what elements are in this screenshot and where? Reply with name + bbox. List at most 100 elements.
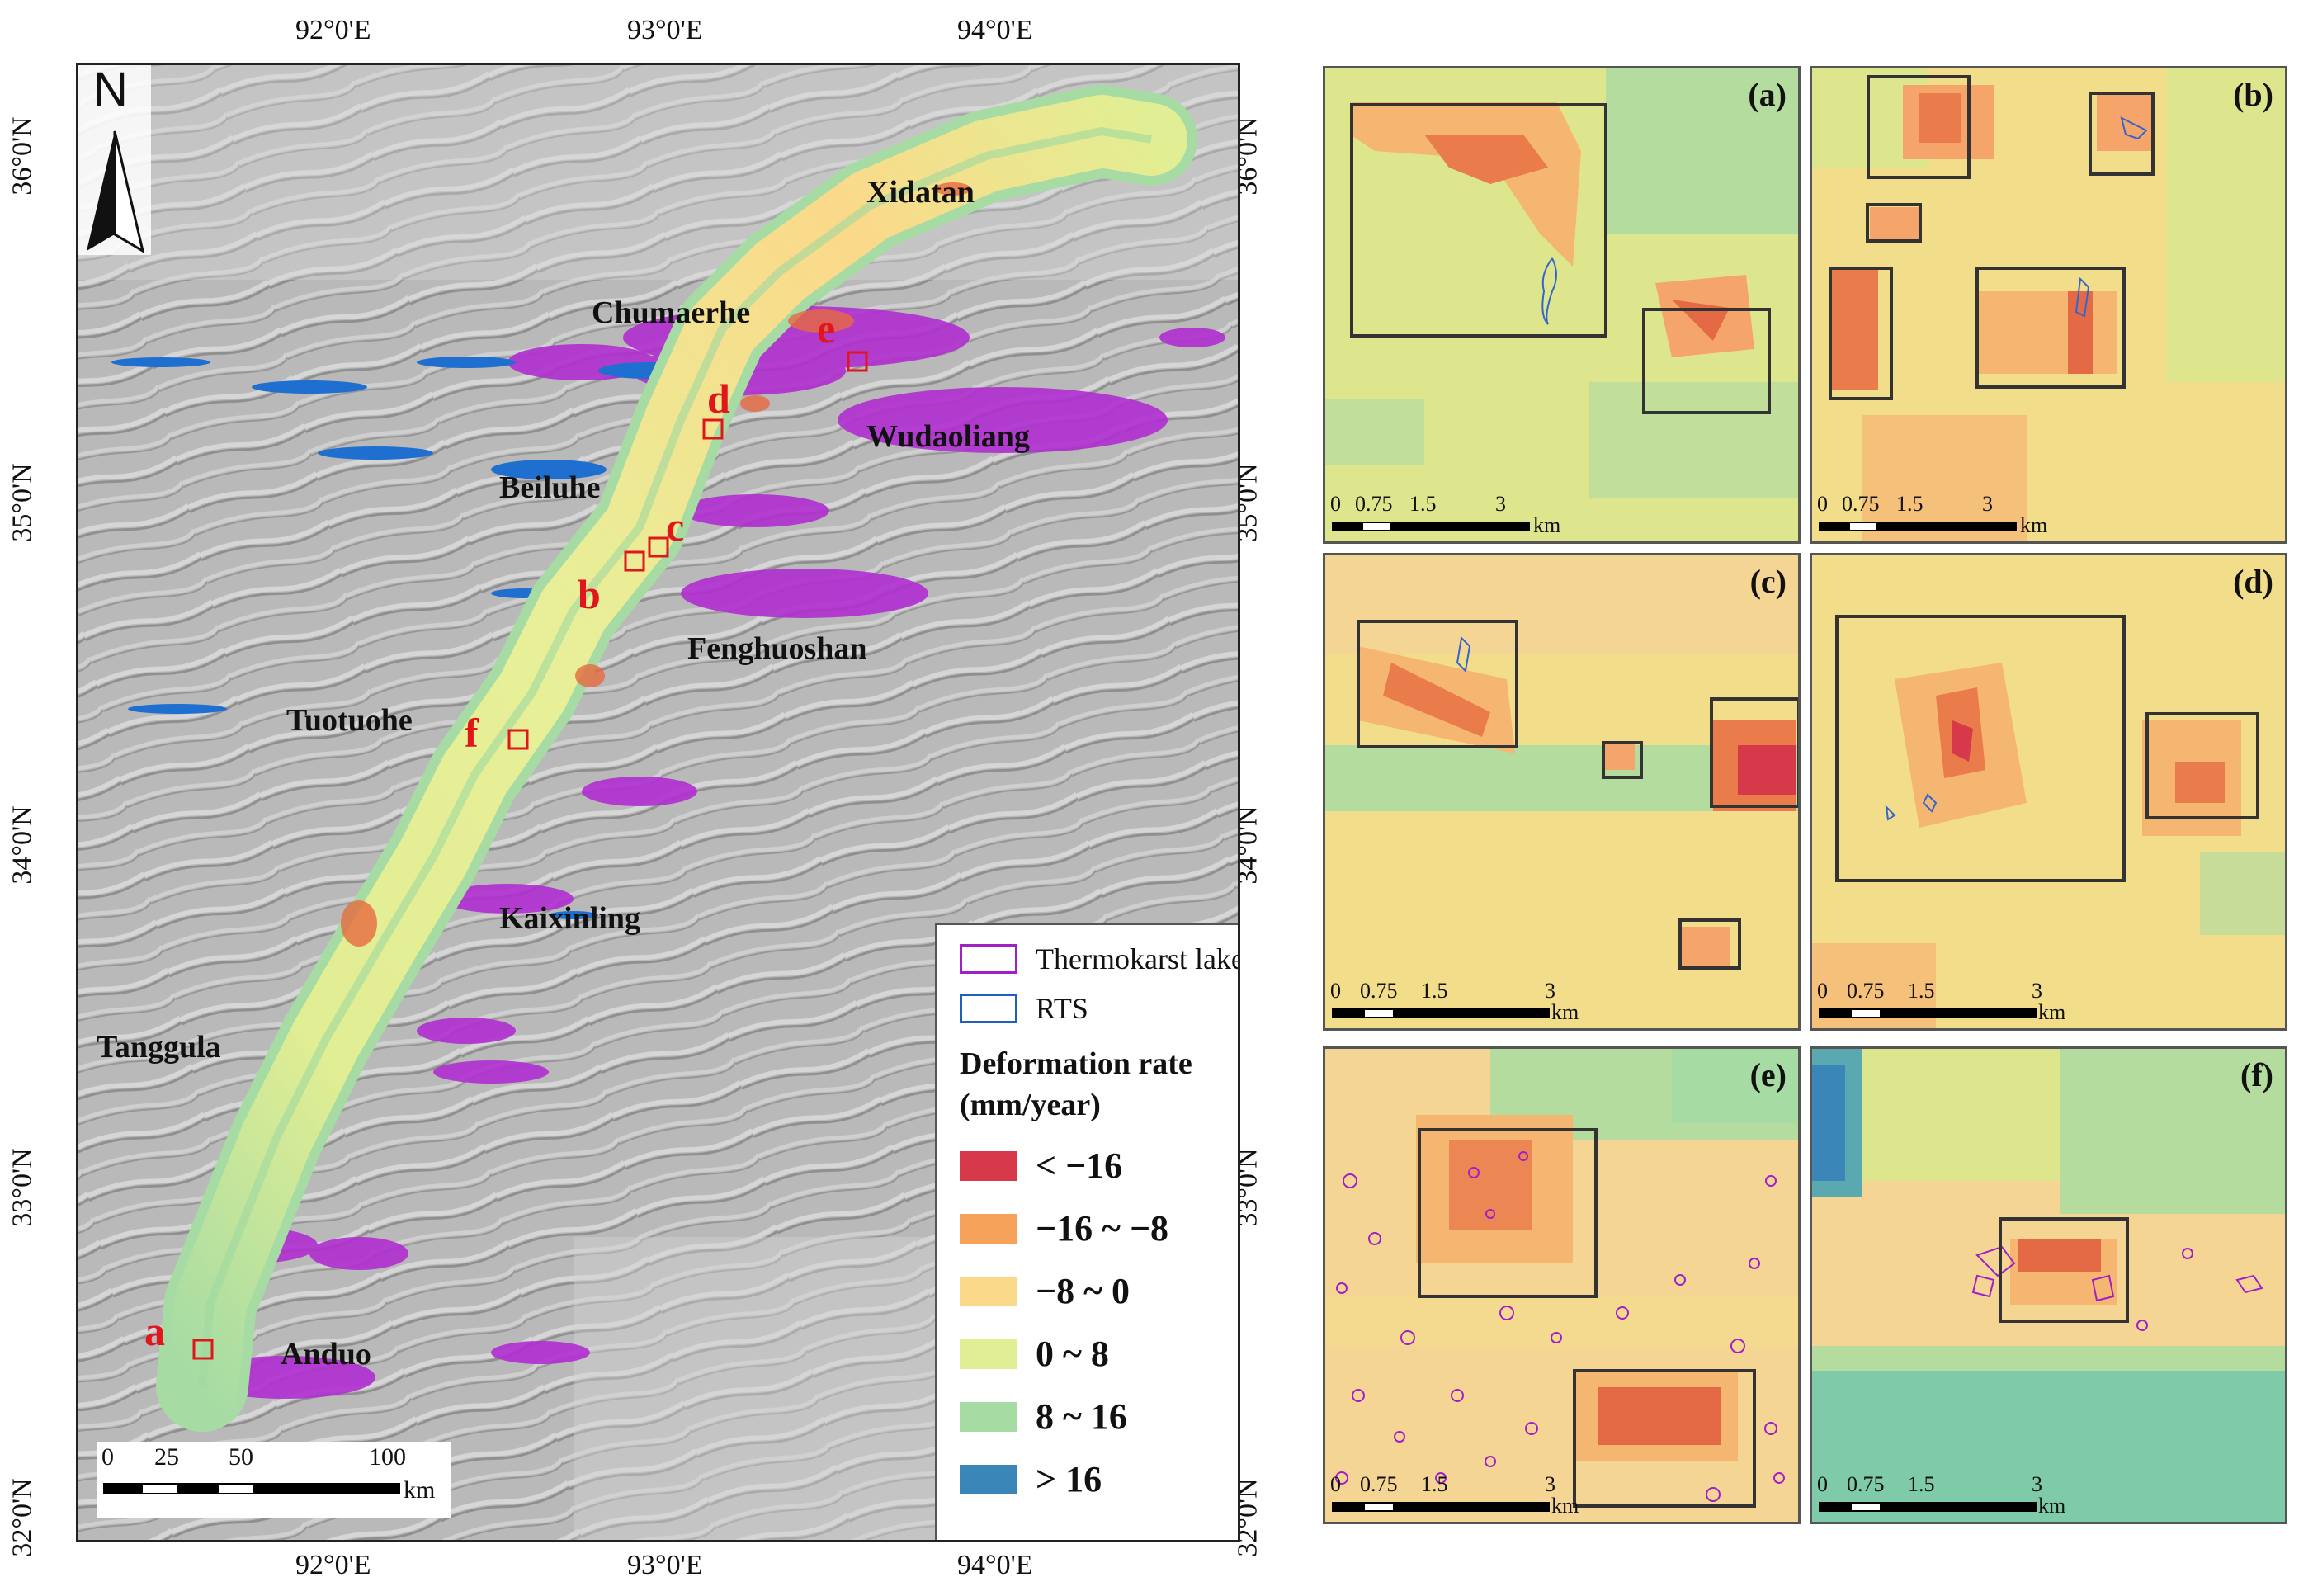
panel-f-tick-1: 0.75 [1847,1472,1885,1496]
panel-c-tick-0: 0 [1330,979,1341,1003]
panel-f-seg-1 [1819,1502,1850,1512]
lon-tick-bottom-92: 92°0'E [295,1550,371,1580]
scale-seg-5 [255,1483,400,1494]
panel-d-canvas [1812,555,2285,1028]
legend-class-2: −8 ~ 0 [960,1270,1130,1312]
legend-class-5: > 16 [960,1458,1102,1500]
panel-f-lakes [1971,1245,2263,1331]
panel-f-unit: km [2038,1494,2066,1518]
site-marker-e[interactable] [847,351,868,372]
panel-a-canvas [1325,68,1798,541]
panel-c: (c) 0 0.75 1.5 3 km [1323,553,1801,1031]
panel-a-seg-3 [1391,522,1421,531]
site-marker-c[interactable] [648,536,669,558]
panel-f-tick-2: 1.5 [1908,1472,1935,1496]
site-marker-f[interactable] [507,729,529,750]
scale-tick-100: 100 [369,1443,406,1471]
panel-e-seg-2 [1363,1502,1395,1512]
class-swatch-5 [960,1464,1017,1494]
scale-seg-2 [141,1483,179,1494]
panel-c-canvas [1325,555,1798,1028]
site-marker-d[interactable] [702,418,724,440]
panel-f-seg-4 [1913,1502,2037,1512]
legend-rts: RTS [960,991,1088,1026]
panel-label-a: (a) [1748,76,1787,113]
place-tanggula: Tanggula [97,1030,221,1065]
panel-c-seg-3 [1395,1008,1426,1018]
panel-c-seg-4 [1426,1008,1550,1018]
panel-d-scalebar: 0 0.75 1.5 3 km [1817,979,2065,1025]
panel-d-seg-4 [1913,1008,2037,1018]
class-label-1: −16 ~ −8 [1036,1208,1169,1249]
panel-e-scalebar: 0 0.75 1.5 3 km [1330,1472,1579,1518]
panel-a-tick-2: 1.5 [1409,492,1437,516]
panel-e-tick-1: 0.75 [1360,1472,1398,1496]
site-marker-a[interactable] [192,1339,214,1360]
panel-f-tick-0: 0 [1817,1472,1828,1496]
lon-tick-top-94: 94°0'E [957,15,1033,45]
panel-c-tick-1: 0.75 [1360,979,1398,1003]
panel-d-tick-2: 1.5 [1908,979,1935,1003]
panel-label-f: (f) [2240,1056,2273,1093]
lon-tick-top-93: 93°0'E [627,15,703,45]
scale-tick-50: 50 [229,1443,253,1471]
site-letter-d: d [707,375,730,422]
panel-label-c: (c) [1749,563,1787,600]
panel-d-tick-0: 0 [1817,979,1828,1003]
north-label: N [93,63,128,116]
panel-b-tick-0: 0 [1817,492,1828,516]
site-letter-e: e [817,305,836,352]
place-tuotuohe: Tuotuohe [286,703,413,738]
panel-c-seg-2 [1363,1008,1395,1018]
lon-tick-top-92: 92°0'E [295,15,371,45]
subsidence-hotspots [341,182,971,947]
legend-title-2: (mm/year) [960,1088,1101,1122]
site-letter-b: b [578,571,601,617]
scale-unit: km [404,1476,436,1504]
panel-d-seg-2 [1850,1008,1881,1018]
panel-c-seg-1 [1332,1008,1363,1018]
site-letter-c: c [666,503,685,550]
panel-b: (b) 0 0.75 1.5 3 km [1810,66,2287,544]
place-wudaoliang: Wudaoliang [866,419,1030,454]
class-swatch-2 [960,1276,1017,1306]
north-arrow-icon [78,65,151,255]
panel-a-seg-1 [1332,522,1362,531]
class-swatch-1 [960,1213,1017,1244]
site-letter-a: a [144,1308,165,1354]
lon-tick-bottom-93: 93°0'E [627,1550,703,1580]
panel-b-seg-2 [1848,522,1878,531]
panel-e-canvas [1325,1049,1798,1522]
legend-thermokarst: Thermokarst lake [960,942,1238,976]
panel-e-seg-4 [1426,1502,1550,1512]
site-marker-b[interactable] [624,550,645,572]
class-swatch-4 [960,1401,1017,1432]
place-beiluhe: Beiluhe [499,470,601,505]
place-chumaerhe: Chumaerhe [592,295,751,330]
lat-tick-left-36: 36°0'N [7,116,38,196]
rts-swatch [960,994,1017,1023]
panel-e-lakes [1335,1151,1785,1502]
panel-f-scalebar: 0 0.75 1.5 3 km [1817,1472,2065,1518]
thermokarst-swatch [960,944,1017,974]
legend-class-0: < −16 [960,1145,1122,1187]
panel-c-scalebar: 0 0.75 1.5 3 km [1330,979,1579,1025]
panel-e-seg-1 [1332,1502,1363,1512]
scale-seg-1 [103,1483,141,1494]
panel-c-tick-2: 1.5 [1421,979,1448,1003]
class-swatch-3 [960,1339,1017,1369]
site-letter-f: f [465,710,479,756]
class-label-0: < −16 [1036,1145,1123,1186]
panel-b-seg-3 [1878,522,1908,531]
panel-b-tick-2: 1.5 [1896,492,1924,516]
panel-a-tick-3: 3 [1495,492,1506,516]
panel-b-tick-1: 0.75 [1842,492,1880,516]
panel-f-seg-3 [1881,1502,1913,1512]
place-xidatan: Xidatan [866,175,975,210]
deformation-corridor-centerline [198,126,1152,1386]
legend: Thermokarst lake RTS Deformation rate (m… [935,923,1238,1540]
panel-b-tick-3: 3 [1982,492,1993,516]
scale-seg-3 [179,1483,217,1494]
panel-e-tick-0: 0 [1330,1472,1341,1496]
class-swatch-0 [960,1150,1017,1181]
